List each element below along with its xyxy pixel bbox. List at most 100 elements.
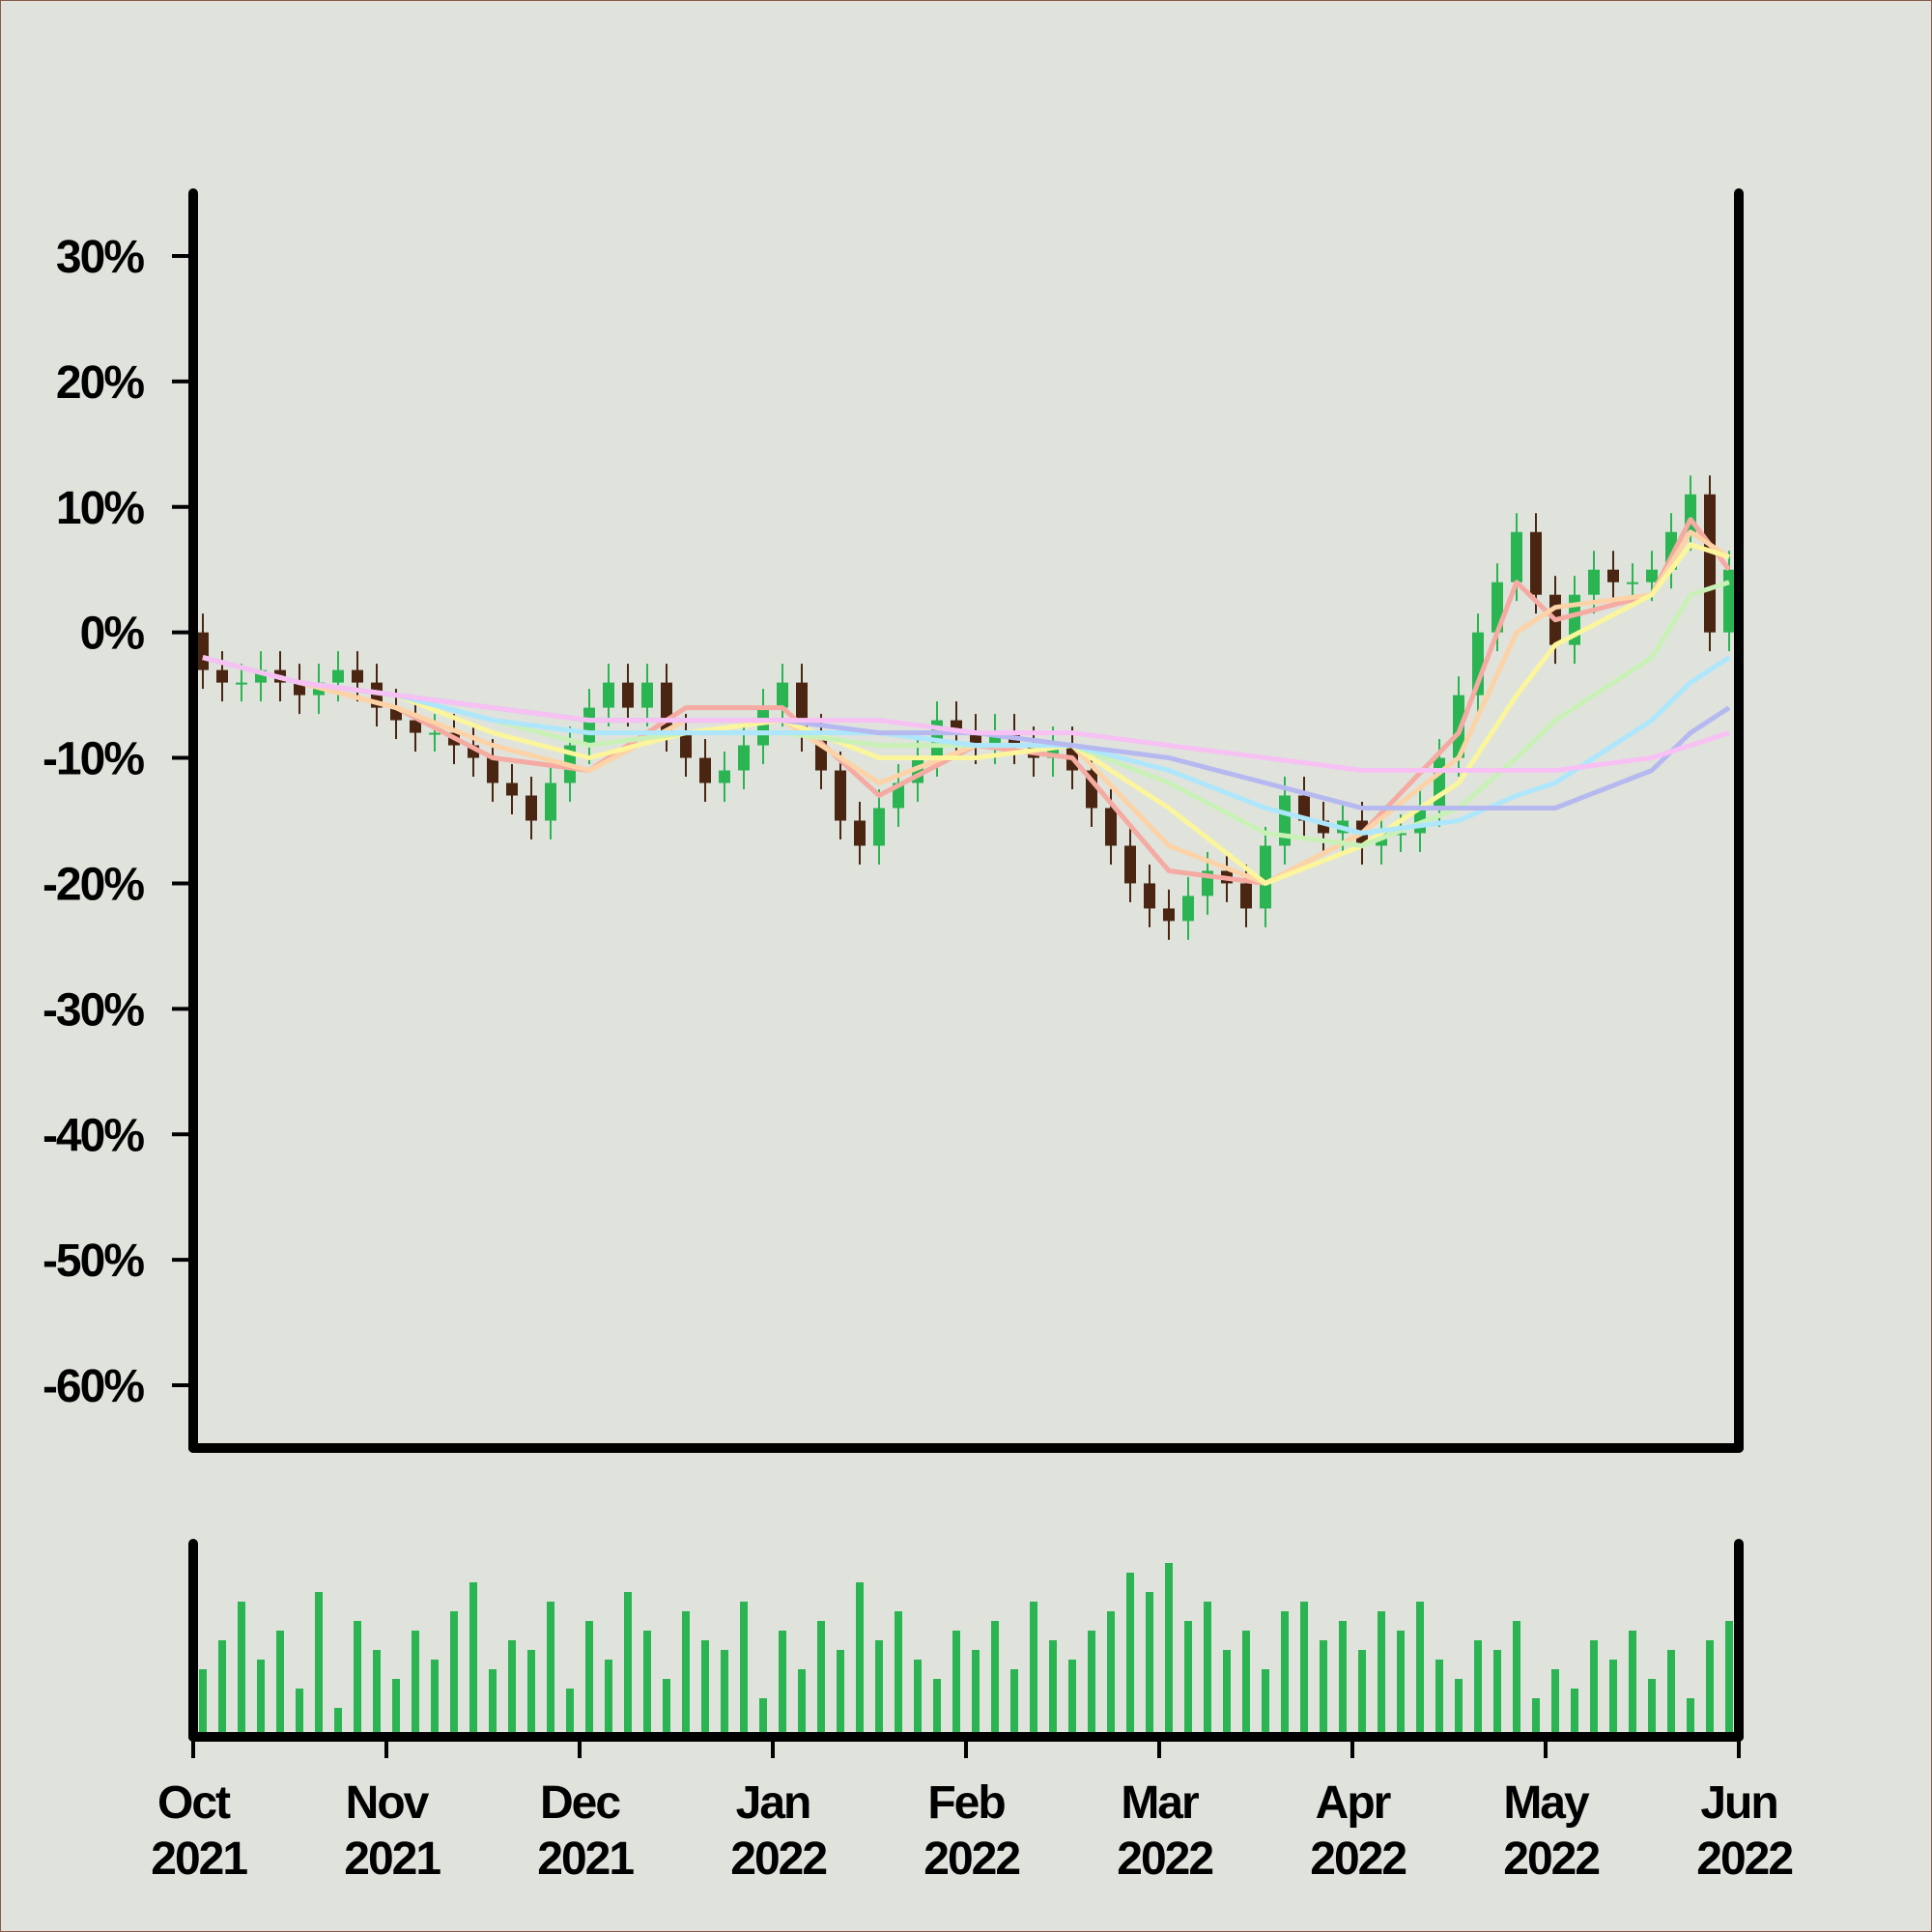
volume-bar (334, 1708, 342, 1737)
volume-bar (1107, 1611, 1115, 1737)
candle-body (236, 682, 247, 685)
volume-bar (1609, 1660, 1617, 1737)
volume-bar (1551, 1669, 1559, 1737)
volume-bar (566, 1689, 574, 1737)
candle-body (545, 782, 556, 821)
volume-bar (1204, 1602, 1211, 1737)
volume-bar (238, 1602, 245, 1737)
x-tick-label: Oct 2021 (140, 1777, 247, 1885)
volume-bar (276, 1631, 284, 1737)
candle-body (738, 745, 750, 771)
volume-bar (952, 1631, 960, 1737)
candle-body (1260, 845, 1271, 909)
volume-bar (1706, 1640, 1714, 1737)
volume-bar (1378, 1611, 1385, 1737)
volume-bar (991, 1621, 999, 1737)
volume-bar (895, 1611, 902, 1737)
volume-bar (914, 1660, 922, 1737)
volume-bar (431, 1660, 439, 1737)
volume-bar (1300, 1602, 1308, 1737)
volume-bar (1339, 1621, 1347, 1737)
volume-bar (1687, 1698, 1694, 1737)
y-tick-label: 30% (56, 232, 144, 283)
volume-bar (1262, 1669, 1269, 1737)
candle-body (410, 720, 421, 733)
volume-bar (1068, 1660, 1076, 1737)
volume-bar (1629, 1631, 1636, 1737)
volume-bar (1223, 1650, 1231, 1737)
y-tick-label: 20% (56, 357, 144, 409)
volume-bar (1146, 1592, 1153, 1737)
y-tick-label: 0% (80, 609, 145, 660)
candle-body (1530, 531, 1542, 595)
volume-bar (1571, 1689, 1578, 1737)
volume-bar (1126, 1573, 1134, 1737)
volume-bar (1049, 1640, 1057, 1737)
y-tick-label: -40% (43, 1110, 144, 1161)
candle-body (603, 682, 614, 708)
volume-bar (701, 1640, 709, 1737)
volume-bar (218, 1640, 226, 1737)
volume-bar (1320, 1640, 1327, 1737)
y-tick-label: -60% (43, 1361, 144, 1412)
volume-bar (199, 1669, 207, 1737)
volume-bar (1030, 1602, 1037, 1737)
candle-body (429, 732, 440, 735)
candle-body (487, 757, 498, 783)
x-tick-label: Dec 2021 (526, 1777, 634, 1885)
candle-body (1124, 845, 1136, 884)
volume-bar (779, 1631, 786, 1737)
x-tick-label: Jan 2022 (720, 1777, 826, 1885)
x-tick-label: Apr 2022 (1299, 1777, 1406, 1885)
volume-bar (740, 1602, 748, 1737)
volume-bar (1435, 1660, 1443, 1737)
volume-bar (837, 1650, 844, 1737)
volume-bar (1725, 1621, 1733, 1737)
volume-bar (1088, 1631, 1095, 1737)
candle-body (719, 770, 730, 783)
volume-bar (817, 1621, 825, 1737)
volume-bar (933, 1679, 941, 1737)
x-tick-label: Mar 2022 (1106, 1777, 1212, 1885)
candle-body (1627, 582, 1638, 584)
candle-body (1723, 569, 1735, 633)
volume-bar (1648, 1679, 1656, 1737)
volume-bar (527, 1650, 535, 1737)
volume-bar (663, 1679, 670, 1737)
candle-body (197, 632, 209, 670)
volume-bar (547, 1602, 554, 1737)
volume-bar (1455, 1679, 1463, 1737)
volume-bar (315, 1592, 323, 1737)
volume-bar (489, 1669, 497, 1737)
candle-body (1298, 795, 1310, 821)
candle-body (352, 669, 363, 683)
volume-bar (721, 1650, 728, 1737)
candle-body (970, 732, 981, 746)
volume-bar (354, 1621, 361, 1737)
volume-bar (1513, 1621, 1520, 1737)
volume-bar (373, 1650, 381, 1737)
candle-body (1395, 833, 1406, 836)
candle-body (583, 707, 595, 746)
candle-body (506, 782, 518, 796)
candle-body (1240, 883, 1252, 909)
volume-bar (875, 1640, 883, 1737)
candle-body (835, 770, 846, 821)
candle-body (622, 682, 634, 708)
candle-body (1105, 808, 1117, 846)
volume-bar (1532, 1698, 1540, 1737)
moving-average-line (202, 655, 1730, 773)
volume-bar (972, 1650, 980, 1737)
volume-bar (1667, 1650, 1675, 1737)
candle-body (1144, 883, 1155, 909)
volume-bar (1010, 1669, 1018, 1737)
candle-body (1511, 531, 1522, 582)
candle-body (699, 757, 711, 783)
candle-body (873, 808, 885, 846)
candle-body (1163, 908, 1175, 922)
volume-bar (1590, 1640, 1598, 1737)
candle-body (641, 682, 653, 708)
candle-body (1704, 494, 1716, 633)
volume-bar (392, 1679, 400, 1737)
